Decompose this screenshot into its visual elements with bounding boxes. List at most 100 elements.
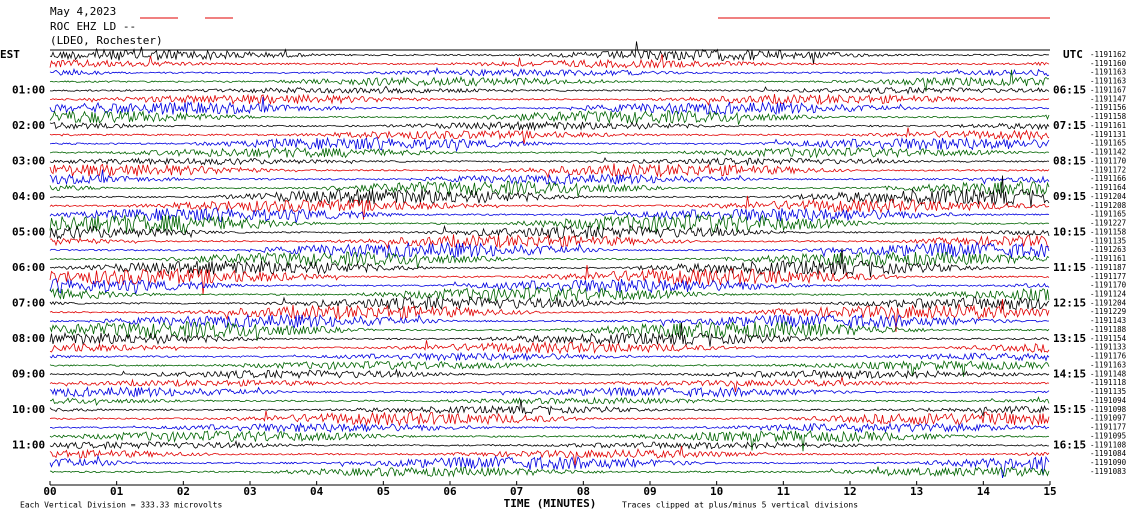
x-tick-label: 15 (1043, 485, 1056, 498)
row-offset: -1191094 (1090, 396, 1127, 405)
trace (49, 313, 1050, 329)
trace (49, 359, 1050, 377)
row-offset: -1191227 (1090, 219, 1126, 228)
trace (49, 175, 1050, 208)
trace (49, 445, 1050, 466)
row-offset: -1191090 (1090, 458, 1127, 467)
row-offset: -1191161 (1090, 254, 1126, 263)
x-tick-label: 13 (910, 485, 923, 498)
trace (49, 93, 1050, 106)
x-tick-label: 01 (110, 485, 124, 498)
row-offset: -1191229 (1090, 307, 1126, 316)
trace (49, 234, 1050, 250)
trace (49, 69, 1050, 92)
trace (50, 396, 1050, 406)
row-offset: -1191177 (1090, 423, 1126, 432)
row-offset: -1191147 (1090, 94, 1126, 103)
row-offset: -1191163 (1090, 77, 1126, 86)
row-offset: -1191135 (1090, 236, 1126, 245)
x-tick-label: 14 (977, 485, 991, 498)
row-offset: -1191172 (1090, 165, 1126, 174)
right-hour-label: 15:15 (1053, 403, 1086, 416)
row-offset: -1191124 (1090, 289, 1127, 298)
row-offset: -1191263 (1090, 245, 1126, 254)
trace (49, 146, 1050, 159)
row-offset: -1191158 (1090, 227, 1127, 236)
row-offset: -1191084 (1090, 449, 1127, 458)
trace (49, 213, 1050, 235)
right-hour-label: 13:15 (1053, 332, 1086, 345)
row-offset: -1191165 (1090, 139, 1126, 148)
trace (49, 96, 1050, 116)
x-tick-label: 05 (377, 485, 390, 498)
row-offset: -1191188 (1090, 325, 1127, 334)
row-offset: -1191133 (1090, 343, 1126, 352)
trace (49, 368, 1050, 380)
trace (49, 248, 1050, 278)
right-hour-label: 08:15 (1053, 154, 1086, 167)
row-offset: -1191166 (1090, 174, 1127, 183)
row-offset: -1191083 (1090, 467, 1126, 476)
right-hour-label: 12:15 (1053, 296, 1086, 309)
row-offset: -1191131 (1090, 130, 1126, 139)
right-hour-label: 11:15 (1053, 261, 1086, 274)
header-station: ROC EHZ LD -- (50, 20, 136, 33)
footer-right: Traces clipped at plus/minus 5 vertical … (622, 501, 858, 510)
row-offset: -1191170 (1090, 281, 1127, 290)
row-offset: -1191154 (1090, 334, 1127, 343)
row-offset: -1191176 (1090, 352, 1127, 361)
trace (49, 421, 1050, 434)
trace (49, 278, 1050, 295)
x-tick-label: 12 (843, 485, 856, 498)
trace (49, 109, 1050, 125)
trace (49, 207, 1050, 224)
row-offset: -1191161 (1090, 121, 1126, 130)
row-offset: -1191108 (1090, 440, 1127, 449)
left-hour-label: 05:00 (12, 225, 45, 238)
left-hour-label: 10:00 (12, 403, 45, 416)
row-offset: -1191164 (1090, 183, 1127, 192)
left-hour-label: 07:00 (12, 296, 45, 309)
row-offset: -1191098 (1090, 405, 1127, 414)
x-tick-label: 03 (243, 485, 256, 498)
trace (49, 136, 1050, 153)
row-offset: -1191208 (1090, 201, 1127, 210)
trace (49, 169, 1050, 186)
x-tick-label: 02 (177, 485, 190, 498)
row-offset: -1191162 (1090, 50, 1126, 59)
row-offset: -1191097 (1090, 414, 1126, 423)
x-tick-label: 11 (777, 485, 791, 498)
row-offset: -1191177 (1090, 272, 1126, 281)
trace (49, 340, 1050, 355)
row-offset: -1191148 (1090, 369, 1127, 378)
trace (49, 454, 1050, 479)
x-tick-label: 07 (510, 485, 523, 498)
left-hour-label: 11:00 (12, 438, 45, 451)
trace (49, 41, 1050, 65)
trace (49, 286, 1050, 303)
x-tick-label: 10 (710, 485, 723, 498)
trace (49, 386, 1050, 398)
right-hour-label: 09:15 (1053, 190, 1086, 203)
footer-left: Each Vertical Division = 333.33 microvol… (20, 501, 222, 510)
trace (49, 180, 1050, 197)
left-zone: EST (0, 48, 20, 61)
traces (49, 41, 1050, 479)
row-offset: -1191165 (1090, 210, 1126, 219)
trace (49, 295, 1050, 311)
trace (49, 127, 1050, 145)
trace (49, 351, 1050, 362)
x-tick-label: 06 (443, 485, 457, 498)
trace (49, 67, 1050, 77)
trace (49, 466, 1050, 478)
left-hour-label: 03:00 (12, 154, 45, 167)
x-tick-label: 04 (310, 485, 324, 498)
row-offset: -1191095 (1090, 431, 1126, 440)
row-offset: -1191163 (1090, 68, 1126, 77)
trace (49, 377, 1050, 392)
trace (49, 322, 1050, 347)
trace (49, 265, 1050, 295)
left-hour-label: 06:00 (12, 261, 45, 274)
trace (49, 410, 1050, 427)
x-axis-label: TIME (MINUTES) (504, 497, 597, 510)
